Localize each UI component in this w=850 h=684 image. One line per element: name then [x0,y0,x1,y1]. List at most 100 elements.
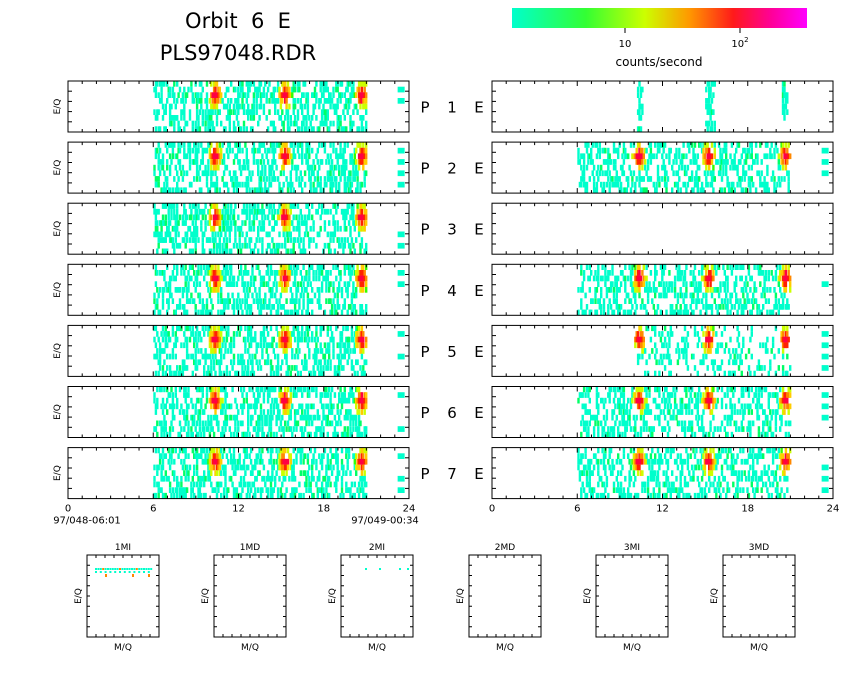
panel-left-1-cell [305,126,307,132]
panel-left-5-cell [220,354,222,360]
panel-right-1-cell [711,98,713,104]
panel-right-2-cell [667,176,669,182]
panel-right-2-cell [701,182,703,188]
panel-left-2-cell [338,165,340,171]
panel-left-4-cell [183,304,185,310]
panel-right-4-cell [789,281,791,287]
panel-right-2-cell [587,159,589,165]
panel-left-6-cell [173,404,175,410]
panel-left-5-cell [162,325,164,331]
panel-right-4-cell [638,270,640,276]
panel-right-2-cell [763,176,765,182]
panel-right-2-cell [712,170,714,176]
panel-left-1-cell [193,98,195,104]
panel-left-5-cell [344,342,346,348]
panel-left-1-cell [307,92,309,98]
panel-right-2-cell [621,153,623,159]
panel-left-5-cell [192,371,194,377]
panel-left-6-cell [230,415,232,421]
panel-left-1-cell [294,98,296,104]
panel-right-2-cell [758,170,760,176]
panel-left-3-cell [241,243,243,249]
panel-left-4-cell [348,281,350,287]
panel-left-4-cell [268,304,270,310]
panel-right-2-cell [653,153,655,159]
panel-left-4-cell [193,270,195,276]
panel-right-5-cell [694,325,696,331]
panel-left-5-cell [317,365,319,371]
panel-right-4-cell [682,298,684,304]
panel-left-3-cell [170,209,172,215]
panel-left-3-cell [271,237,273,243]
panel-right-4-cell [609,298,611,304]
panel-left-3-cell [329,209,331,215]
panel-left-1-cell [185,98,187,104]
panel-right-2-cell [697,182,699,188]
panel-left-1-cell [300,98,302,104]
panel-left-5-cell [341,331,343,337]
panel-right-4-cell [692,298,694,304]
panel-left-3-cell [304,232,306,238]
panel-left-1-cell [169,92,171,98]
panel-left-1-cell [179,87,181,93]
panel-left-4-cell [285,298,287,304]
panel-left-1-cell [214,87,216,93]
panel-left-3-cell [359,249,361,255]
panel-left-5-cell [166,342,168,348]
panel-left-2-cell [260,182,262,188]
panel-left-6-cell [203,432,205,438]
panel-left-3-cell [349,249,351,255]
panel-right-1-cell [641,104,643,110]
panel-right-2-cell [724,187,726,193]
panel-left-2-cell [349,170,351,176]
panel-right-2-cell [685,187,687,193]
panel-left-3-cell [192,249,194,255]
panel-right-4-cell [783,293,785,299]
panel-right-2-cell [592,170,594,176]
panel-left-3-cell [310,237,312,243]
panel-left-3-cell [240,249,242,255]
panel-left-3-cell [263,226,265,232]
panel-left-3-cell [179,243,181,249]
panel-left-3-cell [224,215,226,221]
panel-left-2-cell [247,165,249,171]
panel-left-3-cell [234,237,236,243]
panel-left-3-cell [230,249,232,255]
panel-right-4-cell [606,293,608,299]
panel-left-1-cell [197,92,199,98]
panel-right-1-cell [638,81,640,87]
panel-left-4-cell [267,281,269,287]
panel-right-2-cell [778,176,780,182]
panel-left-5-cell [199,359,201,365]
panel-left-1-cell [329,121,331,127]
panel-left-1-cell [315,98,317,104]
panel-left-3-cell [290,232,292,238]
panel-left-4-cell [294,276,296,282]
panel-left-1-cell [243,126,245,132]
panel-left-2-cell [317,176,319,182]
panel-left-4-cell [351,270,353,276]
panel-right-2-cell [782,159,784,165]
panel-left-6-cell [156,432,158,438]
panel-left-3-cell [156,220,158,226]
panel-left-6-cell [176,398,178,404]
panel-left-2-cell [281,148,283,154]
panel-right-2-cell [704,153,706,159]
panel-left-5-cell [267,359,269,365]
panel-left-4-cell [283,304,285,310]
panel-left-3-cell [175,237,177,243]
panel-left-3-cell [312,237,314,243]
panel-left-1-cell [202,121,204,127]
panel-right-5-cell [637,359,639,365]
panel-left-6-cell [226,421,228,427]
panel-left-6-cell [230,432,232,438]
panel-left-5-cell [168,331,170,337]
panel-left-1-cell [160,98,162,104]
panel-right-5-cell [684,342,686,348]
panel-left-4-cell [202,310,204,316]
panel-left-4-cell [153,298,155,304]
panel-right-5-cell [786,331,788,337]
panel-right-4-cell [717,310,719,316]
panel-right-4-cell [671,287,673,293]
panel-left-2-cell [337,159,339,165]
